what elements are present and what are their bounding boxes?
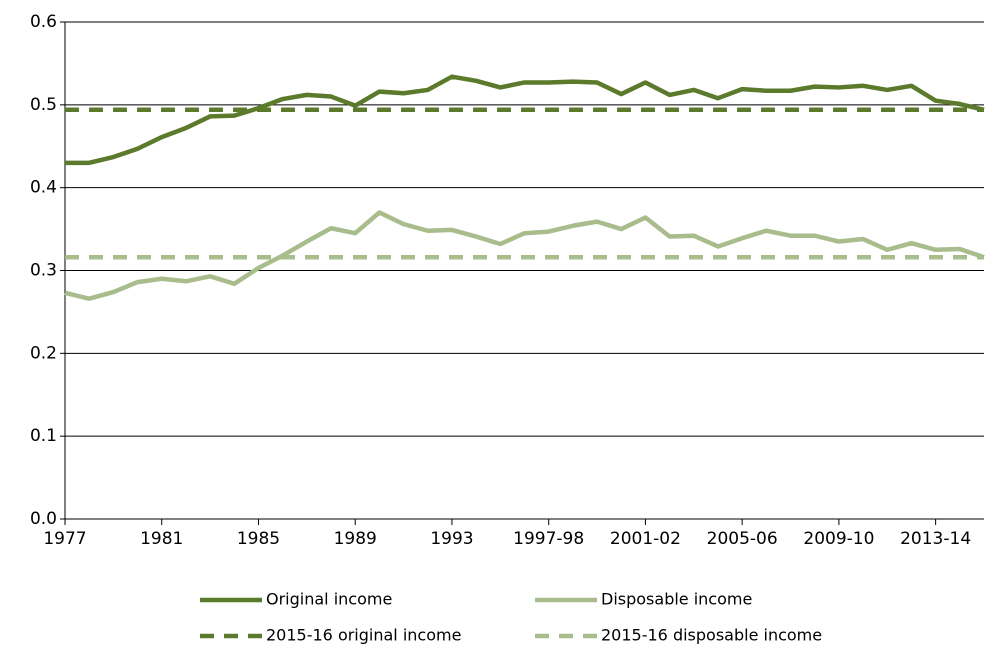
x-tick-label: 1985: [237, 529, 280, 549]
x-tick-label: 2013-14: [900, 529, 971, 549]
x-tick-label: 1977: [43, 529, 86, 549]
y-tick-label: 0.3: [30, 261, 57, 281]
x-tick-label: 1989: [334, 529, 377, 549]
y-tick-label: 0.0: [30, 509, 57, 529]
legend-label: 2015-16 original income: [266, 626, 461, 645]
y-tick-label: 0.5: [30, 95, 57, 115]
y-tick-label: 0.2: [30, 343, 57, 363]
x-tick-label: 1997-98: [513, 529, 584, 549]
legend-label: 2015-16 disposable income: [601, 626, 822, 645]
x-tick-label: 2005-06: [707, 529, 778, 549]
series-line: [64, 210, 985, 301]
series-line: [65, 74, 985, 166]
legend-label: Disposable income: [601, 590, 752, 609]
legend-label: Original income: [266, 590, 392, 609]
y-tick-label: 0.4: [30, 178, 57, 198]
x-tick-label: 2009-10: [803, 529, 874, 549]
x-tick-label: 1993: [430, 529, 473, 549]
y-tick-label: 0.6: [30, 12, 57, 32]
y-tick-label: 0.1: [30, 426, 57, 446]
x-tick-label: 1981: [140, 529, 183, 549]
x-tick-label: 2001-02: [610, 529, 681, 549]
